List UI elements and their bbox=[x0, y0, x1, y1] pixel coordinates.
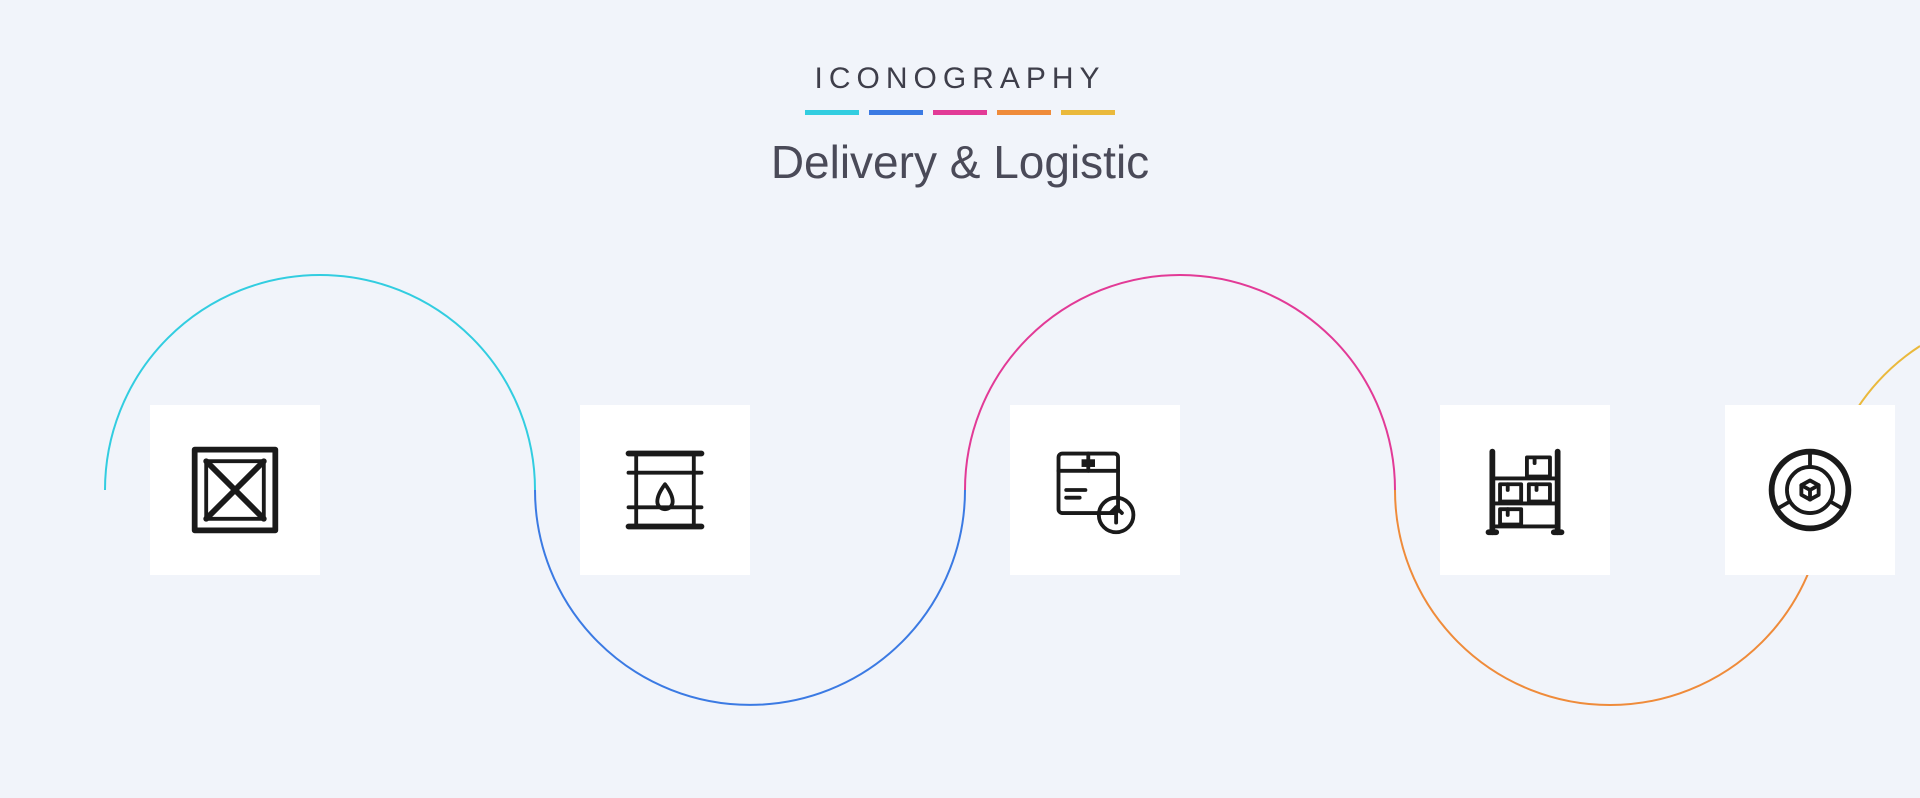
stripe-1 bbox=[805, 110, 859, 115]
stripe-3 bbox=[933, 110, 987, 115]
stripe-5 bbox=[1061, 110, 1115, 115]
tile-analytics bbox=[1725, 405, 1895, 575]
header: ICONOGRAPHY Delivery & Logistic bbox=[0, 0, 1920, 189]
brand-stripes bbox=[0, 110, 1920, 115]
tile-crate bbox=[150, 405, 320, 575]
tile-row bbox=[0, 270, 1920, 710]
page-title: Delivery & Logistic bbox=[0, 135, 1920, 189]
stripe-4 bbox=[997, 110, 1051, 115]
icon-stage bbox=[0, 270, 1920, 710]
brand-label: ICONOGRAPHY bbox=[0, 62, 1920, 96]
tile-barrel bbox=[580, 405, 750, 575]
stripe-2 bbox=[869, 110, 923, 115]
analytics-cube-icon bbox=[1762, 442, 1858, 538]
shelves-icon bbox=[1477, 442, 1573, 538]
tile-shelves bbox=[1440, 405, 1610, 575]
tile-package-up bbox=[1010, 405, 1180, 575]
crate-icon bbox=[187, 442, 283, 538]
barrel-icon bbox=[617, 442, 713, 538]
package-up-icon bbox=[1047, 442, 1143, 538]
